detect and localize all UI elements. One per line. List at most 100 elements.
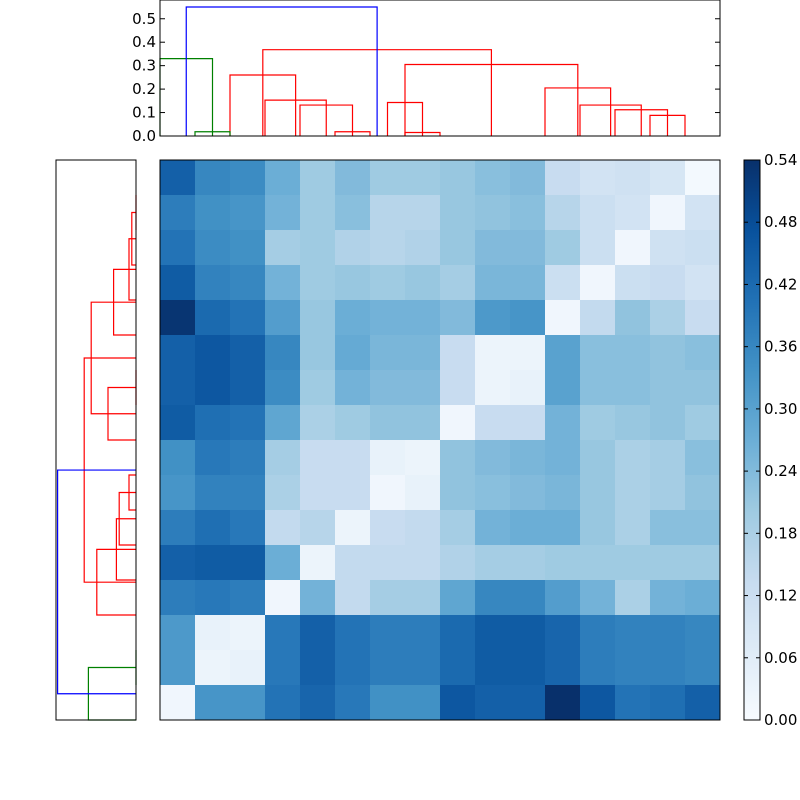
heatmap-cell xyxy=(160,265,196,301)
heatmap-cell xyxy=(580,300,616,336)
heatmap-cell xyxy=(685,405,721,441)
heatmap-cell xyxy=(440,195,476,231)
heatmap-cell xyxy=(405,545,441,581)
heatmap-cell xyxy=(300,370,336,406)
heatmap-cell xyxy=(335,230,371,266)
heatmap-cell xyxy=(335,650,371,686)
heatmap-cell xyxy=(615,195,651,231)
heatmap-cell xyxy=(545,580,581,616)
heatmap-cell xyxy=(650,650,686,686)
heatmap-cell xyxy=(615,335,651,371)
heatmap-cell xyxy=(440,545,476,581)
heatmap-cell xyxy=(230,335,266,371)
heatmap-cell xyxy=(300,580,336,616)
heatmap-cell xyxy=(510,545,546,581)
heatmap-cell xyxy=(300,405,336,441)
heatmap-cell xyxy=(650,370,686,406)
heatmap-cell xyxy=(405,580,441,616)
heatmap-cell xyxy=(195,230,231,266)
heatmap-cell xyxy=(580,650,616,686)
heatmap-cell xyxy=(440,650,476,686)
heatmap-cell xyxy=(510,160,546,196)
heatmap-cell xyxy=(545,405,581,441)
heatmap-cell xyxy=(580,405,616,441)
heatmap-cell xyxy=(440,440,476,476)
heatmap-cell xyxy=(545,650,581,686)
heatmap-cell xyxy=(475,300,511,336)
heatmap-cell xyxy=(195,475,231,511)
heatmap-cell xyxy=(335,300,371,336)
heatmap-cell xyxy=(650,580,686,616)
top-dendrogram: 0.0 0.1 0.2 0.3 0.4 0.5 xyxy=(132,0,721,145)
heatmap-cell xyxy=(335,195,371,231)
heatmap-cell xyxy=(440,475,476,511)
heatmap-cell xyxy=(370,440,406,476)
heatmap-cell xyxy=(685,580,721,616)
heatmap-cell xyxy=(615,440,651,476)
heatmap-cell xyxy=(475,335,511,371)
colorbar-tick-label: 0.54 xyxy=(764,151,797,169)
heatmap-cell xyxy=(685,615,721,651)
heatmap-cell xyxy=(615,370,651,406)
heatmap-cell xyxy=(230,615,266,651)
heatmap-cell xyxy=(335,580,371,616)
heatmap-cell xyxy=(615,300,651,336)
heatmap-cell xyxy=(335,405,371,441)
colorbar-tick-label: 0.12 xyxy=(764,587,797,605)
heatmap-cell xyxy=(195,580,231,616)
heatmap-cell xyxy=(160,510,196,546)
heatmap-cell xyxy=(230,510,266,546)
heatmap-cell xyxy=(405,230,441,266)
heatmap-cell xyxy=(195,615,231,651)
heatmap-cell xyxy=(335,265,371,301)
heatmap-cell xyxy=(195,510,231,546)
heatmap-cell xyxy=(685,510,721,546)
left-dendrogram xyxy=(55,159,137,721)
heatmap-cell xyxy=(475,580,511,616)
heatmap-cell xyxy=(265,650,301,686)
heatmap-cell xyxy=(160,440,196,476)
y-tick-label: 0.5 xyxy=(132,10,156,28)
heatmap-cell xyxy=(265,230,301,266)
colorbar-tick-label: 0.42 xyxy=(764,275,797,293)
heatmap-cell xyxy=(580,160,616,196)
heatmap-cell xyxy=(545,230,581,266)
heatmap-cell xyxy=(510,440,546,476)
heatmap-cell xyxy=(230,440,266,476)
heatmap-cell xyxy=(510,580,546,616)
colorbar-tick-label: 0.18 xyxy=(764,524,797,542)
heatmap-cell xyxy=(335,685,371,721)
heatmap-cell xyxy=(545,265,581,301)
heatmap-cell xyxy=(195,160,231,196)
heatmap-cell xyxy=(510,230,546,266)
heatmap-cell xyxy=(650,195,686,231)
heatmap-cell xyxy=(265,405,301,441)
colorbar: 0.00 0.06 0.12 0.18 0.24 0.30 0.36 0.42 0.48 0.54 xyxy=(743,151,797,729)
heatmap-cell xyxy=(335,475,371,511)
heatmap-cell xyxy=(475,650,511,686)
heatmap-cell xyxy=(300,615,336,651)
heatmap-cell xyxy=(440,370,476,406)
heatmap-cell xyxy=(580,195,616,231)
heatmap-cell xyxy=(265,440,301,476)
heatmap-cell xyxy=(475,510,511,546)
heatmap-cell xyxy=(545,370,581,406)
heatmap-cell xyxy=(230,650,266,686)
heatmap-cell xyxy=(195,685,231,721)
heatmap-cell xyxy=(615,615,651,651)
heatmap-cell xyxy=(300,195,336,231)
heatmap-cell xyxy=(160,335,196,371)
heatmap-cell xyxy=(650,265,686,301)
heatmap-cell xyxy=(370,160,406,196)
heatmap-cell xyxy=(405,195,441,231)
heatmap-cell xyxy=(160,405,196,441)
heatmap-cell xyxy=(685,300,721,336)
heatmap-cell xyxy=(300,475,336,511)
heatmap-cell xyxy=(510,615,546,651)
heatmap-cell xyxy=(195,545,231,581)
heatmap-cell xyxy=(510,685,546,721)
heatmap-cell xyxy=(580,510,616,546)
heatmap-cell xyxy=(685,230,721,266)
heatmap-cell xyxy=(300,510,336,546)
heatmap-cell xyxy=(650,405,686,441)
